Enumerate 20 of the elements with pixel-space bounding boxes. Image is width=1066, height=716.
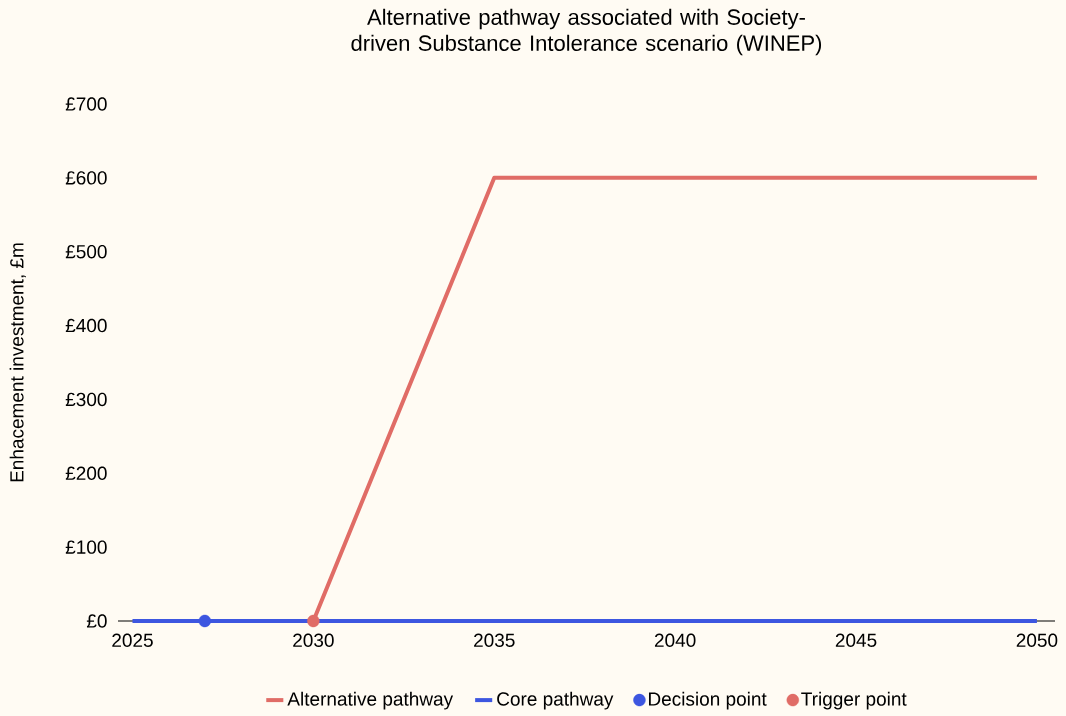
y-tick-label: £200 <box>65 466 107 481</box>
x-tick-label: 2030 <box>293 633 334 647</box>
legend-label: Trigger point <box>801 691 907 710</box>
y-tick-label: £0 <box>86 614 107 628</box>
y-tick-label: £400 <box>65 318 107 333</box>
legend-label: Decision point <box>648 691 767 710</box>
x-tick-label: 2050 <box>1016 633 1058 647</box>
y-tick-label: £300 <box>65 392 107 407</box>
x-tick-label: 2025 <box>112 633 153 647</box>
x-tick-label: 2045 <box>835 633 877 647</box>
y-tick-label: £100 <box>65 540 107 554</box>
y-tick-label: £600 <box>65 171 107 185</box>
chart-title: Alternative pathway associated with Society-driven Substance Intolerance scenario (WINEP) <box>351 8 822 56</box>
legend-label: Alternative pathway <box>287 691 454 710</box>
x-tick-label: 2040 <box>654 633 696 647</box>
y-axis-title: Enhacement investment, £m <box>9 243 26 482</box>
y-tick-label: £700 <box>65 97 107 111</box>
legend-label: Core pathway <box>497 691 614 710</box>
y-tick-label: £500 <box>65 244 107 259</box>
x-tick-label: 2035 <box>474 633 515 647</box>
